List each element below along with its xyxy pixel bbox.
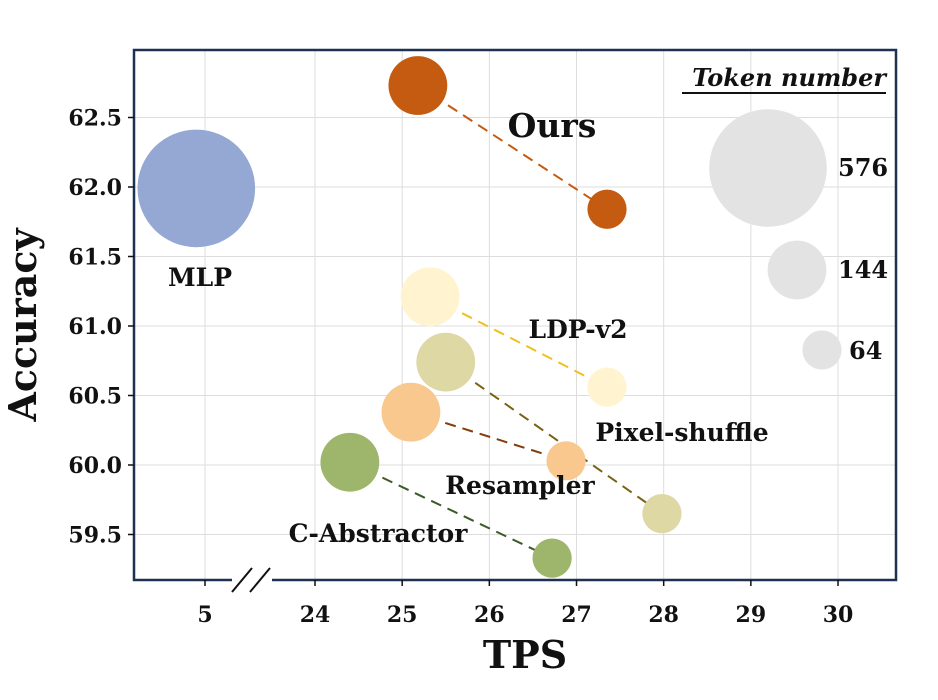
bubbles <box>137 56 682 578</box>
x-tick-label: 26 <box>474 602 505 628</box>
label-ldp-v2: LDP-v2 <box>529 315 628 344</box>
legend: Token number 576 144 64 <box>682 63 888 365</box>
legend-bubble-64 <box>802 330 842 370</box>
legend-label-64: 64 <box>849 336 882 365</box>
legend-bubble-144 <box>767 240 827 300</box>
x-axis-break-mark <box>231 567 272 593</box>
connector-line-ldp-v2 <box>429 295 608 389</box>
connector-lines <box>349 84 663 560</box>
x-ticks: 5 24 25 26 27 28 29 30 <box>197 580 853 628</box>
y-tick-label: 61.5 <box>68 245 122 271</box>
x-tick-label: 25 <box>387 602 418 628</box>
bubble-ldp-v2-64 <box>587 367 627 407</box>
label-mlp: MLP <box>168 263 232 292</box>
connector-line-c-abstractor <box>349 461 553 560</box>
x-tick-label: 30 <box>823 602 854 628</box>
y-axis-title: Accuracy <box>0 227 45 422</box>
x-tick-label: 29 <box>736 602 767 628</box>
connector-line-ours <box>417 84 608 211</box>
y-tick-label: 62.5 <box>68 106 122 132</box>
y-tick-label: 62.0 <box>68 175 122 201</box>
y-tick-label: 61.0 <box>68 314 122 340</box>
y-tick-label: 59.5 <box>68 523 122 549</box>
grid <box>134 50 896 580</box>
y-tick-label: 60.5 <box>68 384 122 410</box>
bubble-ldp-v2-144 <box>400 267 460 327</box>
bubble-mlp-576 <box>137 129 256 248</box>
x-tick-label: 28 <box>648 602 679 628</box>
bubble-ours-64 <box>587 189 627 229</box>
legend-label-144: 144 <box>838 255 888 284</box>
bubble-resampler-144 <box>381 382 441 442</box>
legend-title: Token number <box>692 63 888 92</box>
bubble-ours-144 <box>388 56 448 115</box>
label-ours: Ours <box>508 106 597 145</box>
plot-frame <box>132 48 898 582</box>
x-axis-title: TPS <box>483 632 567 677</box>
bubble-c-abstractor-144 <box>320 432 380 492</box>
label-pixel-shuffle: Pixel-shuffle <box>595 418 768 447</box>
y-tick-label: 60.0 <box>68 453 122 479</box>
y-ticks: 59.5 60.0 60.5 61.0 61.5 62.0 62.5 <box>68 106 134 549</box>
legend-bubble-576 <box>709 109 827 227</box>
bubble-resampler-64 <box>546 441 586 481</box>
bubble-c-abstractor-64 <box>532 538 572 578</box>
label-c-abstractor: C-Abstractor <box>289 519 469 548</box>
label-resampler: Resampler <box>445 471 595 500</box>
bubble-pixel-shuffle-64 <box>642 494 682 534</box>
x-tick-label: 5 <box>197 602 212 628</box>
x-tick-label: 27 <box>561 602 592 628</box>
legend-bubbles <box>709 109 842 370</box>
bubble-pixel-shuffle-144 <box>416 332 476 392</box>
legend-label-576: 576 <box>838 153 888 182</box>
x-tick-label: 24 <box>300 602 331 628</box>
connector-line-pixel-shuffle <box>445 361 663 515</box>
